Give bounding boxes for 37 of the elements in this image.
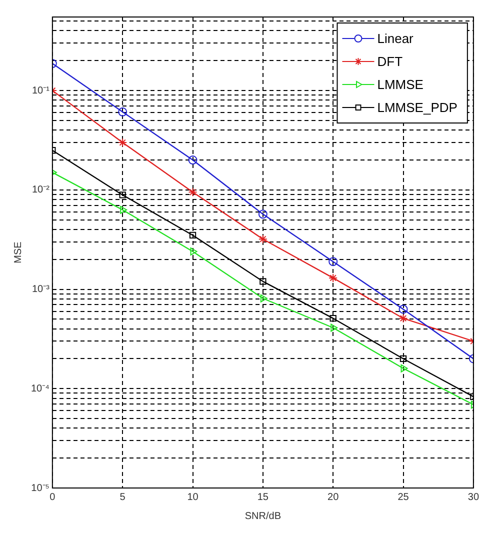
point: [330, 315, 336, 322]
x-tick-label: 15: [257, 492, 269, 503]
x-tick-label: 25: [398, 492, 410, 503]
point: [328, 273, 338, 282]
x-tick-label: 10: [187, 492, 199, 503]
x-tick-label: 20: [328, 492, 340, 503]
y-tick-label: 10⁻⁵: [31, 482, 50, 494]
x-tick-label: 30: [468, 492, 480, 503]
point: [260, 294, 268, 302]
y-tick-label: 10⁻³: [32, 284, 50, 296]
legend-label: LMMSE_PDP: [377, 100, 458, 116]
point: [398, 304, 408, 314]
legend-label: LMMSE: [377, 77, 424, 92]
point: [258, 234, 268, 244]
point: [189, 232, 196, 239]
point: [260, 278, 266, 285]
point: [398, 314, 408, 323]
point: [190, 248, 198, 256]
point: [118, 138, 128, 148]
point: [119, 192, 126, 198]
point: [400, 355, 407, 362]
x-tick-label: 0: [50, 492, 56, 503]
point: [188, 188, 198, 197]
point: [118, 107, 128, 116]
y-tick-label: 10⁻²: [32, 184, 50, 196]
x-axis-title: SNR/dB: [244, 510, 282, 522]
point: [328, 257, 338, 266]
point: [120, 206, 128, 214]
y-tick-label: 10⁻¹: [32, 85, 50, 96]
point: [188, 156, 198, 165]
y-axis-title: MSE: [12, 241, 24, 264]
point: [330, 324, 338, 332]
point: [258, 210, 268, 219]
legend-label: Linear: [377, 31, 414, 46]
y-tick-label: 10⁻⁴: [31, 383, 50, 394]
legend-label: DFT: [377, 54, 403, 70]
x-tick-label: 5: [120, 492, 126, 503]
